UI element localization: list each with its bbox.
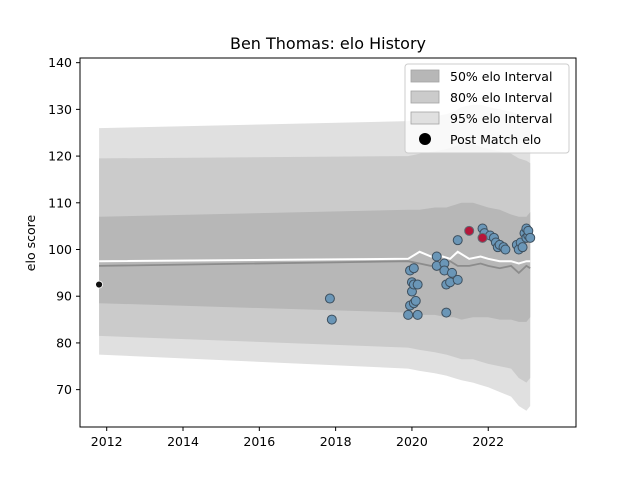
x-tick-label: 2020 bbox=[396, 434, 428, 449]
plot-area bbox=[95, 104, 536, 411]
y-tick-label: 100 bbox=[48, 242, 72, 257]
highlighted-elo-point bbox=[464, 225, 475, 236]
y-tick-label: 120 bbox=[48, 149, 72, 164]
legend-swatch-interval-80 bbox=[410, 90, 440, 104]
legend-marker-post-match bbox=[419, 133, 431, 145]
first-match-point bbox=[95, 280, 103, 289]
x-tick-label: 2014 bbox=[167, 434, 199, 449]
chart-title: Ben Thomas: elo History bbox=[230, 34, 426, 53]
highlighted-elo-point bbox=[477, 232, 488, 243]
y-tick-label: 90 bbox=[56, 289, 72, 304]
post-match-elo-point bbox=[517, 242, 528, 253]
y-tick-label: 110 bbox=[48, 195, 72, 210]
y-tick-label: 130 bbox=[48, 102, 72, 117]
x-tick-label: 2022 bbox=[472, 434, 504, 449]
legend-swatch-interval-95 bbox=[410, 111, 440, 125]
post-match-elo-point bbox=[441, 307, 452, 318]
legend-box bbox=[404, 63, 570, 154]
post-match-elo-point bbox=[408, 263, 419, 274]
post-match-elo-point bbox=[324, 293, 335, 304]
y-tick-label: 80 bbox=[56, 335, 72, 350]
post-match-elo-point bbox=[403, 309, 414, 320]
legend-label-interval-95: 95% elo Interval bbox=[450, 111, 552, 126]
legend-label-post-match: Post Match elo bbox=[450, 132, 541, 147]
post-match-elo-point bbox=[431, 251, 442, 262]
post-match-elo-point bbox=[447, 267, 457, 278]
post-match-elo-point bbox=[452, 274, 463, 285]
post-match-elo-point bbox=[500, 244, 511, 255]
axes: 2012 2014 2016 2018 2020 2022 70 80 90 100 110 120 1… bbox=[48, 55, 577, 449]
post-match-elo-point bbox=[326, 314, 337, 325]
x-tick-label: 2018 bbox=[320, 434, 352, 449]
y-axis-label: elo score bbox=[23, 215, 38, 272]
axes-frame bbox=[79, 57, 577, 428]
post-match-elo-point bbox=[452, 235, 463, 246]
legend-label-interval-50: 50% elo Interval bbox=[450, 69, 552, 84]
legend-swatch-interval-50 bbox=[410, 69, 440, 83]
x-tick-label: 2012 bbox=[91, 434, 123, 449]
y-tick-label: 140 bbox=[48, 55, 72, 70]
x-tick-label: 2016 bbox=[243, 434, 275, 449]
y-tick-label: 70 bbox=[56, 382, 72, 397]
post-match-elo-point bbox=[412, 279, 423, 290]
post-match-elo-point bbox=[410, 295, 421, 306]
post-match-elo-point bbox=[525, 232, 536, 243]
post-match-elo-point bbox=[412, 309, 423, 320]
legend: 50% elo Interval 80% elo Interval 95% elo … bbox=[404, 63, 570, 154]
median-elo-line bbox=[99, 260, 531, 275]
mean-elo-line bbox=[99, 250, 531, 265]
legend-label-interval-80: 80% elo Interval bbox=[450, 90, 552, 105]
